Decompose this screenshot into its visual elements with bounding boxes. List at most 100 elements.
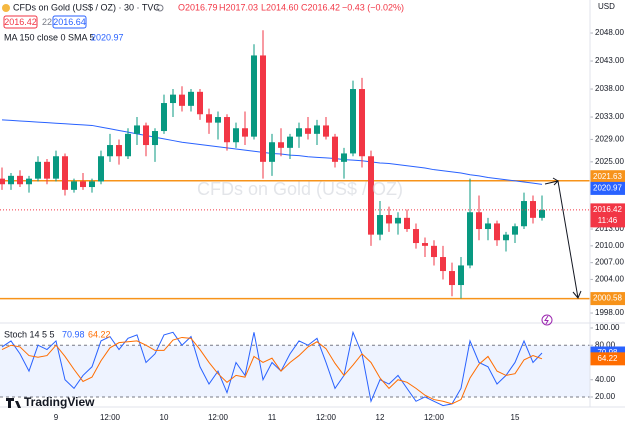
candle-body: [431, 245, 437, 258]
candle-body: [521, 201, 527, 227]
symbol-icon: [2, 4, 10, 12]
quote-high: H2017.03: [219, 2, 258, 12]
ma-legend-value: 2020.97: [91, 32, 124, 42]
candle-body: [305, 128, 311, 134]
price-box-label: 2021.63: [593, 172, 622, 181]
candle-body: [125, 133, 131, 157]
y-tick-label: 2043.00: [595, 56, 624, 65]
x-tick-label: 10: [160, 413, 169, 422]
ask-box[interactable]: [52, 15, 87, 29]
candle-body: [170, 94, 176, 104]
x-tick-label: 15: [511, 413, 520, 422]
candle-body: [224, 117, 230, 143]
y-tick-label: 2007.00: [595, 258, 624, 267]
x-tick-label: 12:00: [316, 413, 337, 422]
candle-body: [116, 145, 122, 157]
candle-body: [287, 136, 293, 148]
price-box-label: 2016.42: [593, 205, 622, 214]
candle-body: [386, 215, 392, 224]
candle-body: [359, 89, 365, 157]
stoch-d-legend: 64.22: [88, 329, 111, 339]
candle-body: [143, 125, 149, 146]
layer: 2048.00 2043.00 2038.00 2033.00 2029.00 2025.…: [0, 28, 625, 422]
candle-body: [197, 91, 203, 115]
x-tick-label: 12:00: [424, 413, 445, 422]
y-tick-label: 2048.00: [595, 28, 624, 37]
bid-box[interactable]: [3, 15, 38, 29]
candle-body: [260, 55, 266, 162]
stoch-line: [1, 336, 543, 405]
candle-body: [179, 94, 185, 106]
y-tick-label: 2029.00: [595, 135, 624, 144]
event-icon[interactable]: [541, 314, 553, 326]
countdown: 11:46: [598, 216, 618, 225]
x-tick-label: 11: [268, 413, 277, 422]
status-icon: [156, 4, 164, 12]
symbol-title: CFDs on Gold (US$ / OZ) · 30 · TVC: [13, 2, 160, 12]
candle-body: [539, 209, 545, 218]
candle-body: [530, 201, 536, 218]
price-box: [590, 170, 625, 184]
candle-body: [251, 55, 257, 137]
band-fill: [0, 345, 590, 397]
candle-body: [53, 156, 59, 179]
price-box-label: 64.22: [597, 354, 618, 363]
candle-body: [242, 128, 248, 137]
candle-body: [467, 212, 473, 266]
candle-body: [413, 229, 419, 244]
x-tick-label: 9: [54, 413, 59, 422]
y-tick-label: 20.00: [595, 392, 616, 401]
price-box: [590, 292, 625, 306]
y-tick-label: 40.00: [595, 375, 616, 384]
candle-body: [206, 114, 212, 123]
quote-open: O2016.79: [178, 2, 218, 12]
candle-body: [395, 217, 401, 224]
brand-logo: [6, 398, 21, 408]
quote-low: L2014.60: [261, 2, 299, 12]
candle-body: [17, 175, 23, 185]
y-tick-label: 2033.00: [595, 112, 624, 121]
price-box: [590, 352, 625, 366]
candle-body: [215, 117, 221, 123]
candle-body: [278, 142, 284, 148]
ask: 2016.64: [53, 17, 86, 27]
candle-body: [35, 161, 41, 179]
price-box: [590, 203, 625, 228]
candle-body: [314, 125, 320, 134]
candle-body: [422, 243, 428, 246]
candle-body: [449, 271, 455, 286]
y-tick-label: 2004.00: [595, 275, 624, 284]
brand: TradingView: [24, 395, 95, 409]
candle-body: [161, 103, 167, 132]
stoch-k-legend: 70.98: [62, 329, 85, 339]
candle-body: [404, 217, 410, 230]
quote-close: C2016.42: [301, 2, 340, 12]
candle-body: [44, 161, 50, 179]
y-tick-label: 2025.00: [595, 157, 624, 166]
x-tick-label: 12:00: [100, 413, 121, 422]
candle-body: [80, 181, 86, 188]
candle-body: [440, 257, 446, 272]
candle-body: [233, 128, 239, 143]
candle-body: [269, 142, 275, 162]
drawing-arrow[interactable]: [544, 177, 582, 299]
candle-body: [26, 178, 32, 185]
ma-legend: MA 150 close 0 SMA 5: [4, 32, 95, 42]
watermark: CFDs on Gold (US$ / OZ): [197, 179, 403, 199]
candle-body: [350, 89, 356, 154]
currency[interactable]: USD: [598, 2, 615, 11]
x-tick-label: 12:00: [208, 413, 229, 422]
candle-body: [188, 91, 194, 106]
candle-body: [8, 175, 14, 185]
bid: 2016.42: [4, 17, 37, 27]
y-tick-label: 1998.00: [595, 308, 624, 317]
spread: 22: [42, 17, 52, 27]
candle-body: [476, 212, 482, 230]
y-tick-label: 2013.00: [595, 224, 624, 233]
candle-body: [71, 181, 77, 190]
candle-body: [377, 215, 383, 235]
candle-body: [485, 223, 491, 230]
candle-body: [368, 156, 374, 235]
candle-body: [134, 125, 140, 134]
